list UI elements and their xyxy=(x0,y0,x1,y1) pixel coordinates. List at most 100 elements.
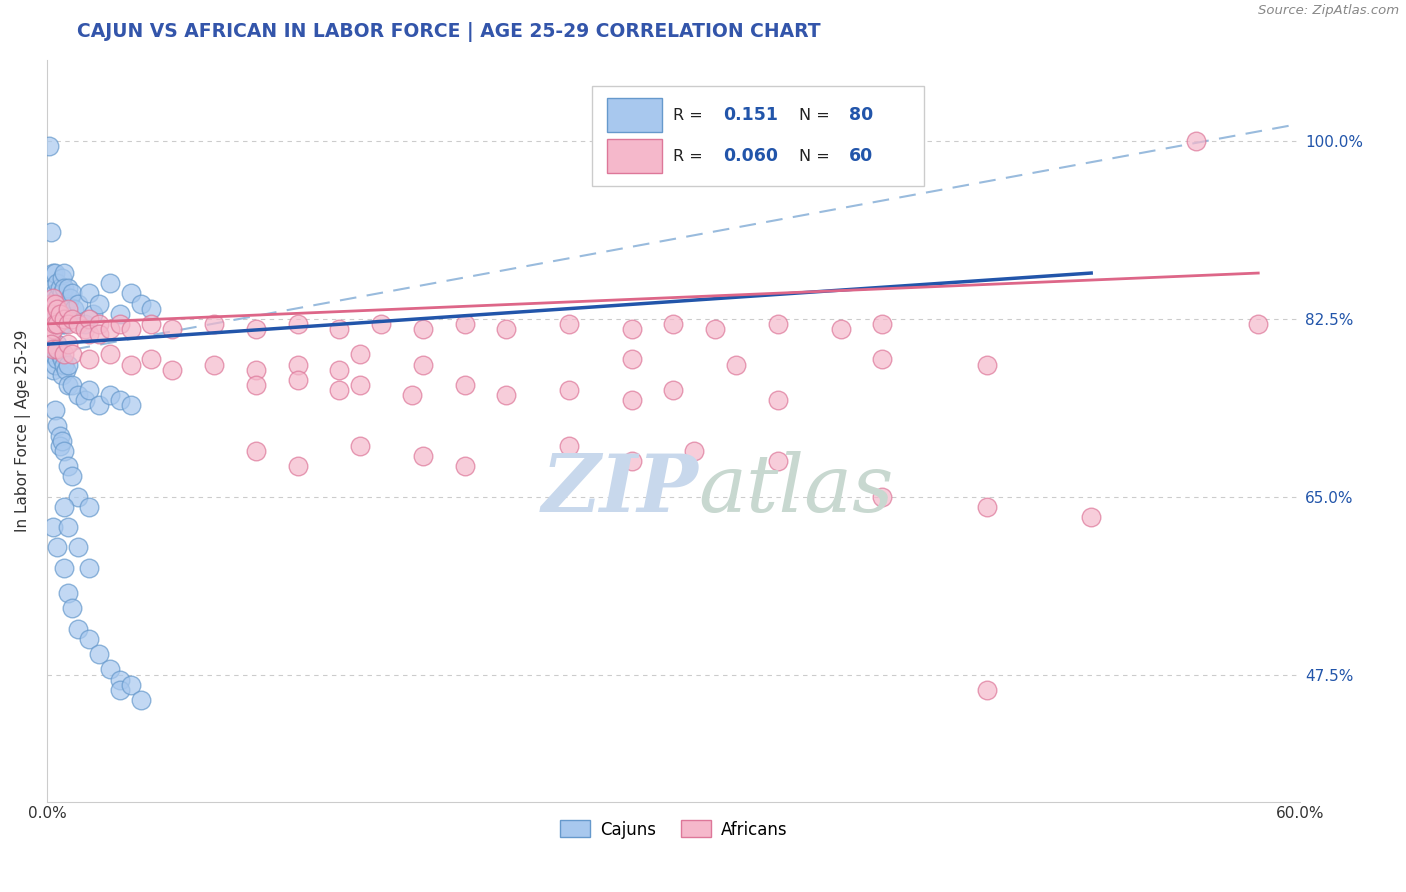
Point xyxy=(141,352,163,367)
Point xyxy=(60,601,83,615)
Point xyxy=(44,358,66,372)
Point xyxy=(56,377,79,392)
Point xyxy=(120,358,142,372)
Point xyxy=(67,388,90,402)
Point xyxy=(77,500,100,514)
Point xyxy=(46,541,69,555)
Point xyxy=(683,444,706,458)
Point xyxy=(46,292,69,306)
Point xyxy=(495,322,517,336)
Y-axis label: In Labor Force | Age 25-29: In Labor Force | Age 25-29 xyxy=(15,329,31,532)
Point xyxy=(42,296,65,310)
Point xyxy=(56,459,79,474)
Point xyxy=(120,678,142,692)
Point xyxy=(245,322,267,336)
Point xyxy=(108,307,131,321)
Point xyxy=(412,449,434,463)
Point xyxy=(46,317,69,331)
Point xyxy=(108,682,131,697)
Point xyxy=(620,393,643,408)
Text: CAJUN VS AFRICAN IN LABOR FORCE | AGE 25-29 CORRELATION CHART: CAJUN VS AFRICAN IN LABOR FORCE | AGE 25… xyxy=(77,22,821,42)
Text: R =: R = xyxy=(673,149,703,163)
Point xyxy=(42,343,65,357)
Point xyxy=(56,317,79,331)
Point xyxy=(39,326,62,341)
Point xyxy=(453,317,475,331)
Point xyxy=(287,373,309,387)
Point xyxy=(162,322,184,336)
Point xyxy=(77,311,100,326)
Point xyxy=(1184,134,1206,148)
Point xyxy=(60,286,83,301)
Point xyxy=(44,403,66,417)
Point xyxy=(328,322,350,336)
Point xyxy=(51,286,73,301)
Point xyxy=(620,352,643,367)
Point xyxy=(662,317,685,331)
Point xyxy=(287,358,309,372)
Point xyxy=(108,673,131,687)
Point xyxy=(287,317,309,331)
Point xyxy=(73,322,96,336)
Point xyxy=(60,377,83,392)
Point xyxy=(39,337,62,351)
Point xyxy=(976,500,998,514)
Point xyxy=(412,322,434,336)
Point xyxy=(453,459,475,474)
Text: 60: 60 xyxy=(849,147,873,165)
Point xyxy=(55,311,77,326)
Point xyxy=(52,301,75,316)
FancyBboxPatch shape xyxy=(607,139,662,173)
Point xyxy=(39,337,62,351)
FancyBboxPatch shape xyxy=(592,86,924,186)
Point xyxy=(766,393,789,408)
Point xyxy=(51,271,73,285)
Point xyxy=(82,307,104,321)
Point xyxy=(52,358,75,372)
Point xyxy=(56,520,79,534)
Point xyxy=(42,362,65,376)
Point xyxy=(620,322,643,336)
Legend: Cajuns, Africans: Cajuns, Africans xyxy=(553,814,794,846)
Point xyxy=(52,347,75,361)
Text: R =: R = xyxy=(673,108,703,123)
FancyBboxPatch shape xyxy=(607,98,662,132)
Point xyxy=(141,317,163,331)
Point xyxy=(287,459,309,474)
Point xyxy=(976,358,998,372)
Point xyxy=(51,301,73,316)
Point xyxy=(202,317,225,331)
Point xyxy=(56,301,79,316)
Point xyxy=(48,428,70,442)
Point xyxy=(42,307,65,321)
Point xyxy=(349,377,371,392)
Point xyxy=(129,296,152,310)
Point xyxy=(328,383,350,397)
Point xyxy=(44,317,66,331)
Point xyxy=(46,317,69,331)
Point xyxy=(56,337,79,351)
Point xyxy=(67,317,90,331)
Point xyxy=(766,454,789,468)
Point xyxy=(48,439,70,453)
Point xyxy=(60,347,83,361)
Point xyxy=(328,362,350,376)
Point xyxy=(77,286,100,301)
Point xyxy=(73,317,96,331)
Point xyxy=(558,383,581,397)
Point xyxy=(245,362,267,376)
Point xyxy=(56,281,79,295)
Point xyxy=(98,347,121,361)
Point xyxy=(89,317,111,331)
Point xyxy=(46,352,69,367)
Text: atlas: atlas xyxy=(699,451,894,529)
Point xyxy=(51,317,73,331)
Point xyxy=(42,322,65,336)
Point xyxy=(52,317,75,331)
Point xyxy=(412,358,434,372)
Point xyxy=(108,393,131,408)
Point xyxy=(67,490,90,504)
Point xyxy=(48,281,70,295)
Point xyxy=(77,352,100,367)
Point xyxy=(558,439,581,453)
